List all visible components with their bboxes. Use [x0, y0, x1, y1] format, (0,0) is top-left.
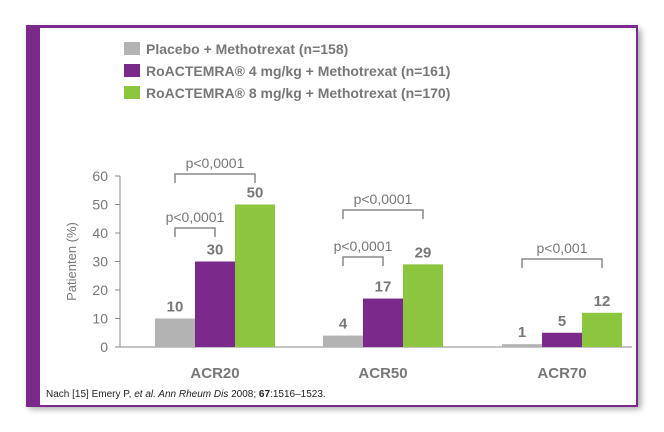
bar — [195, 261, 235, 347]
legend-swatch — [124, 64, 140, 77]
y-tick-label: 40 — [92, 225, 108, 241]
significance-label: p<0,0001 — [334, 238, 393, 254]
footnote-journal: et al. Ann Rheum Dis — [134, 389, 229, 400]
legend-swatch — [124, 42, 140, 55]
bar — [363, 298, 403, 347]
significance-bracket — [174, 227, 216, 237]
significance-bracket — [521, 258, 603, 268]
y-tick-label: 20 — [92, 282, 108, 298]
y-axis-label: Patienten (%) — [64, 222, 79, 301]
bar-value-label: 4 — [339, 316, 348, 333]
x-tick-label: ACR20 — [190, 365, 239, 382]
top-accent-bar — [26, 25, 638, 28]
significance-bracket — [342, 256, 384, 266]
footnote-prefix: Nach [15] Emery P, — [46, 389, 135, 400]
significance-bracket — [174, 173, 256, 183]
bar — [155, 318, 195, 347]
bar-value-label: 17 — [375, 279, 392, 296]
x-tick-label: ACR50 — [358, 365, 407, 382]
bar — [235, 204, 275, 347]
bar-value-label: 29 — [415, 244, 432, 261]
legend-swatch — [124, 86, 140, 99]
y-tick-label: 10 — [92, 311, 108, 327]
significance-label: p<0,0001 — [166, 209, 225, 225]
significance-label: p<0,001 — [537, 240, 588, 256]
significance-label: p<0,0001 — [186, 155, 245, 171]
left-accent-bar — [26, 25, 40, 407]
footnote-year: 2008; — [228, 389, 259, 400]
footnote-volume: 67 — [258, 389, 271, 400]
bar-value-label: 1 — [518, 324, 526, 341]
y-tick-label: 50 — [92, 197, 108, 213]
significance-bracket — [342, 209, 424, 219]
y-tick-label: 0 — [100, 339, 108, 355]
bar — [323, 335, 363, 347]
significance-label: p<0,0001 — [354, 191, 413, 207]
y-tick-label: 30 — [92, 254, 108, 270]
bar-value-label: 12 — [594, 293, 611, 310]
x-tick-label: ACR70 — [537, 365, 586, 382]
legend-label: RoACTEMRA® 4 mg/kg + Methotrexat (n=161) — [146, 63, 450, 79]
footnote-pages: :1516–1523. — [270, 389, 326, 400]
legend-label: Placebo + Methotrexat (n=158) — [146, 41, 348, 57]
bar — [403, 264, 443, 347]
y-tick-label: 60 — [92, 168, 108, 184]
bar-value-label: 30 — [207, 242, 224, 259]
bar-value-label: 10 — [167, 299, 184, 316]
footnote: Nach [15] Emery P, et al. Ann Rheum Dis … — [46, 389, 326, 400]
bar-value-label: 5 — [558, 313, 566, 330]
legend-label: RoACTEMRA® 8 mg/kg + Methotrexat (n=170) — [146, 85, 450, 101]
bar-value-label: 50 — [247, 185, 264, 202]
bar — [502, 344, 542, 347]
bar — [582, 312, 622, 347]
bar — [542, 332, 582, 347]
